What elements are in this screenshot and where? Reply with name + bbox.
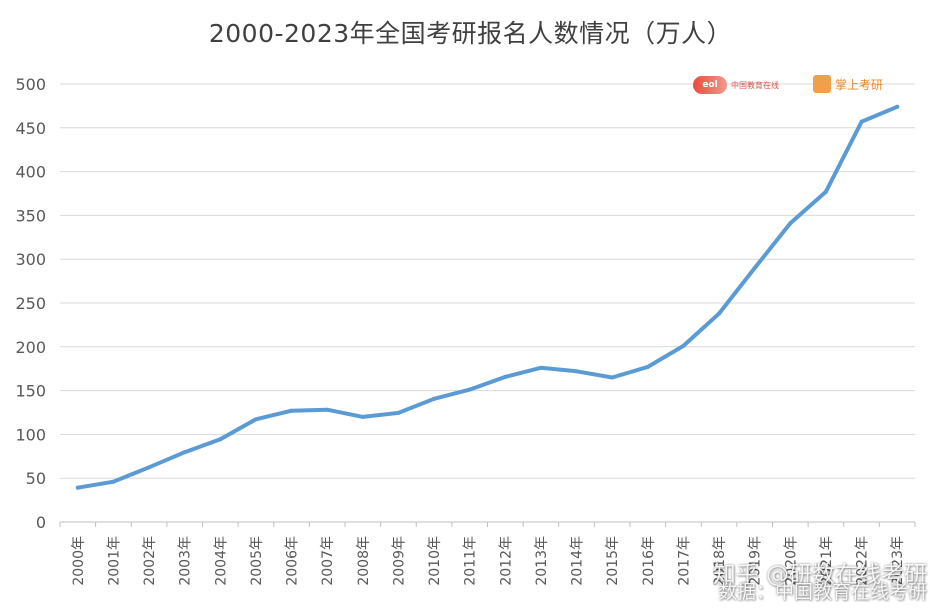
x-tick-label: 2005年 [249,536,265,586]
y-tick-label: 500 [15,75,46,94]
x-tick-label: 2009年 [391,536,407,586]
y-tick-label: 150 [15,382,46,401]
x-tick-label: 2014年 [570,536,586,586]
data-point-2012年 [503,374,508,379]
data-point-2017年 [681,343,686,348]
data-point-2002年 [147,465,152,470]
eol-logo-text: 中国教育在线 [731,80,779,90]
data-point-2015年 [610,375,615,380]
watermark: 知乎 @研数在线考研 数据：中国教育在线考研 [713,562,927,602]
x-tick-label: 2002年 [142,536,158,586]
data-point-2011年 [467,387,472,392]
data-point-2014年 [574,369,579,374]
data-point-2023年 [895,104,900,109]
x-tick-label: 2012年 [498,536,514,586]
zhangshang-kaoyan-logo: 掌上考研 [813,73,883,95]
eol-logo: eol 中国教育在线 [693,75,779,95]
x-tick-label: 2000年 [71,536,87,586]
zhangshang-logo-text: 掌上考研 [835,77,884,92]
watermark-line-1: 知乎 @研数在线考研 [712,562,927,588]
x-tick-label: 2022年 [855,536,871,586]
x-tick-label: 2019年 [748,536,764,586]
x-tick-label: 2004年 [213,536,229,586]
x-tick-label: 2021年 [819,536,835,586]
data-point-2013年 [538,365,543,370]
x-tick-label: 2003年 [178,536,194,586]
zhangshang-logo-icon [813,75,831,93]
x-tick-label: 2017年 [676,536,692,586]
x-tick-label: 2023年 [890,536,906,586]
x-tick-label: 2013年 [534,536,550,586]
x-tick-label: 2018年 [712,536,728,586]
data-point-2019年 [752,265,757,270]
y-tick-label: 450 [15,119,46,138]
watermark-line-2: 数据：中国教育在线考研 [717,581,927,603]
y-tick-label: 250 [15,294,46,313]
y-tick-label: 300 [15,250,46,269]
data-point-2005年 [253,417,258,422]
data-point-2003年 [182,450,187,455]
y-tick-label: 400 [15,163,46,182]
data-point-2020年 [788,221,793,226]
x-tick-label: 2016年 [641,536,657,586]
x-tick-label: 2020年 [783,536,799,586]
data-point-2008年 [360,414,365,419]
data-point-2010年 [432,396,437,401]
x-tick-label: 2008年 [356,536,372,586]
data-point-2021年 [823,189,828,194]
data-point-2007年 [325,407,330,412]
data-point-2004年 [218,437,223,442]
x-tick-label: 2011年 [463,536,479,586]
data-point-2009年 [396,410,401,415]
chart-title: 2000-2023年全国考研报名人数情况（万人） [208,19,733,48]
x-tick-label: 2015年 [605,536,621,586]
data-point-2006年 [289,408,294,413]
x-tick-label: 2006年 [285,536,301,586]
y-tick-label: 50 [26,469,46,488]
data-point-2022年 [859,119,864,124]
data-point-2001年 [111,479,116,484]
x-tick-label: 2007年 [320,536,336,586]
y-tick-label: 100 [15,425,46,444]
x-tick-label: 2010年 [427,536,443,586]
eol-logo-mark: eol [693,76,727,94]
series-line-0 [75,104,900,490]
data-point-2016年 [645,364,650,369]
data-point-2000年 [75,485,80,490]
y-tick-label: 0 [36,513,46,532]
y-tick-label: 200 [15,338,46,357]
y-tick-label: 350 [15,206,46,225]
x-tick-label: 2001年 [106,536,122,586]
data-point-2018年 [717,311,722,316]
